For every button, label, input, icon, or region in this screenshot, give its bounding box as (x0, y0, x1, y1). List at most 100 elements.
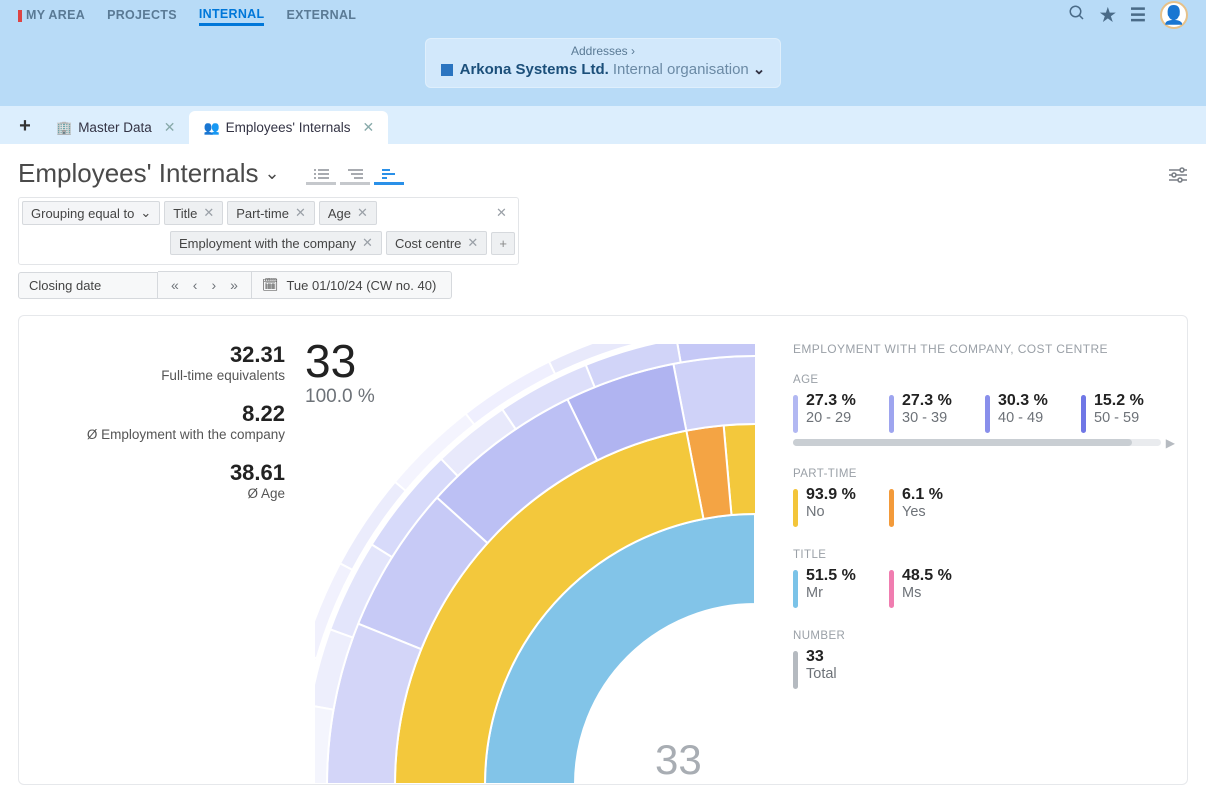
legend-name: Yes (902, 504, 943, 520)
legend-color-bar (793, 651, 798, 689)
legend-name: 20 - 29 (806, 410, 856, 426)
stat-value: 8.22 (45, 401, 285, 427)
legend-group-number: NUMBER 33 Total (793, 630, 1161, 689)
tab-label: Employees' Internals (226, 120, 351, 135)
filter-chip-cost-centre[interactable]: Cost centre ✕ (386, 231, 487, 255)
settings-icon[interactable] (1168, 166, 1188, 189)
breadcrumb[interactable]: Addresses › Arkona Systems Ltd. Internal… (425, 38, 782, 88)
star-icon[interactable]: ★ (1100, 5, 1116, 26)
legend-name: Total (806, 666, 837, 682)
filter-row: Grouping equal to⌄ Title✕Part-time✕Age✕ … (22, 201, 515, 225)
close-icon[interactable]: ✕ (164, 119, 176, 136)
legend-item[interactable]: 27.3 % 30 - 39 (889, 392, 963, 433)
legend-scrollbar[interactable]: ▶ (793, 439, 1161, 446)
legend-group-title: TITLE 51.5 % Mr 48.5 % Ms (793, 549, 1161, 608)
tab-icon: 👥 (203, 120, 219, 136)
building-icon (441, 64, 453, 76)
clear-all-button[interactable]: ✕ (488, 202, 515, 224)
legend-item[interactable]: 33 Total (793, 648, 867, 689)
legend-item[interactable]: 48.5 % Ms (889, 567, 963, 608)
legend-item[interactable]: 27.3 % 20 - 29 (793, 392, 867, 433)
close-icon[interactable]: ✕ (362, 235, 373, 251)
date-bar: Closing date « ‹ › » 🗓 Tue 01/10/24 (CW … (18, 271, 1188, 299)
legend-pct: 15.2 % (1094, 392, 1144, 410)
tab-icon: 🏢 (56, 120, 72, 136)
nav-my-area[interactable]: MY AREA (18, 8, 85, 22)
legend-item[interactable]: 6.1 % Yes (889, 486, 963, 527)
legend-pct: 33 (806, 648, 837, 666)
legend-pct: 6.1 % (902, 486, 943, 504)
date-last-button[interactable]: » (227, 277, 241, 293)
grouping-chip[interactable]: Grouping equal to⌄ (22, 201, 160, 225)
chart-center-num: 33 (655, 736, 702, 784)
chip-label: Cost centre (395, 236, 461, 251)
tab-employees-internals[interactable]: 👥 Employees' Internals ✕ (189, 111, 388, 144)
add-tab-button[interactable]: + (8, 115, 42, 144)
legend-item[interactable]: 93.9 % No (793, 486, 867, 527)
legend-item[interactable]: 51.5 % Mr (793, 567, 867, 608)
legend-name: 40 - 49 (998, 410, 1048, 426)
legend-color-bar (793, 570, 798, 608)
legend-label: PART-TIME (793, 468, 1161, 480)
chevron-down-icon[interactable]: ⌄ (753, 60, 766, 78)
close-icon[interactable]: ✕ (357, 205, 368, 221)
legend-pct: 51.5 % (806, 567, 856, 585)
legend-name: No (806, 504, 856, 520)
search-icon[interactable] (1068, 4, 1086, 27)
legend-color-bar (889, 489, 894, 527)
sunburst-chart: 33 100.0 % 33 (295, 338, 755, 784)
sunburst-slice[interactable] (673, 356, 755, 431)
stat-value: 38.61 (45, 460, 285, 486)
date-first-button[interactable]: « (168, 277, 182, 293)
page-title[interactable]: Employees' Internals⌄ (18, 158, 280, 189)
filter-chip-age[interactable]: Age ✕ (319, 201, 377, 225)
avatar[interactable]: 👤 (1160, 1, 1188, 29)
view-chart-button[interactable] (374, 165, 404, 185)
chevron-down-icon[interactable]: ⌄ (140, 205, 151, 221)
date-next-button[interactable]: › (208, 277, 219, 293)
view-tree-button[interactable] (340, 165, 370, 185)
legend-name: 50 - 59 (1094, 410, 1144, 426)
dashboard-card: 32.31 Full-time equivalents 8.22 Ø Employ… (18, 315, 1188, 785)
chevron-down-icon[interactable]: ⌄ (265, 163, 280, 184)
legend-pct: 93.9 % (806, 486, 856, 504)
close-icon[interactable]: ✕ (295, 205, 306, 221)
nav-projects[interactable]: PROJECTS (107, 8, 177, 22)
filter-chip-title[interactable]: Title✕ (164, 201, 223, 225)
legend-label: TITLE (793, 549, 1161, 561)
legend: EMPLOYMENT WITH THE COMPANY, COST CENTRE… (765, 338, 1161, 784)
legend-color-bar (1081, 395, 1086, 433)
legend-item[interactable]: 30.3 % 40 - 49 (985, 392, 1059, 433)
view-switch (306, 165, 404, 185)
stat-label: Ø Employment with the company (45, 427, 285, 442)
menu-icon[interactable]: ☰ (1130, 5, 1146, 26)
tab-master-data[interactable]: 🏢 Master Data ✕ (42, 111, 189, 144)
legend-item[interactable]: 15.2 % 50 - 59 (1081, 392, 1155, 433)
calendar-icon: 🗓 (262, 277, 279, 293)
breadcrumb-org: Arkona Systems Ltd. (460, 61, 609, 78)
tab-strip: + 🏢 Master Data ✕👥 Employees' Internals … (0, 106, 1206, 144)
legend-label: AGE (793, 374, 1161, 386)
date-prev-button[interactable]: ‹ (190, 277, 201, 293)
chip-label: Part-time (236, 206, 289, 221)
legend-group-age: AGE 27.3 % 20 - 29 27.3 % 30 - (793, 374, 1161, 446)
close-icon[interactable]: ✕ (467, 235, 478, 251)
add-chip-button[interactable]: + (491, 232, 515, 255)
stat-label: Full-time equivalents (45, 368, 285, 383)
nav-external[interactable]: EXTERNAL (286, 8, 356, 22)
view-list-button[interactable] (306, 165, 336, 185)
tab-label: Master Data (78, 120, 152, 135)
stat-value: 32.31 (45, 342, 285, 368)
chip-label: Age (328, 206, 351, 221)
scroll-right-icon[interactable]: ▶ (1166, 436, 1175, 450)
top-banner: MY AREA PROJECTS INTERNAL EXTERNAL ★ ☰ 👤… (0, 0, 1206, 106)
nav-internal[interactable]: INTERNAL (199, 7, 265, 26)
legend-pct: 48.5 % (902, 567, 952, 585)
filter-chip-employment-with-the-company[interactable]: Employment with the company ✕ (170, 231, 382, 255)
date-value[interactable]: 🗓 Tue 01/10/24 (CW no. 40) (252, 271, 452, 299)
summary-stats: 32.31 Full-time equivalents 8.22 Ø Employ… (45, 338, 285, 784)
close-icon[interactable]: ✕ (363, 119, 375, 136)
chip-label: Employment with the company (179, 236, 356, 251)
filter-chip-part-time[interactable]: Part-time ✕ (227, 201, 315, 225)
close-icon[interactable]: ✕ (203, 205, 214, 221)
